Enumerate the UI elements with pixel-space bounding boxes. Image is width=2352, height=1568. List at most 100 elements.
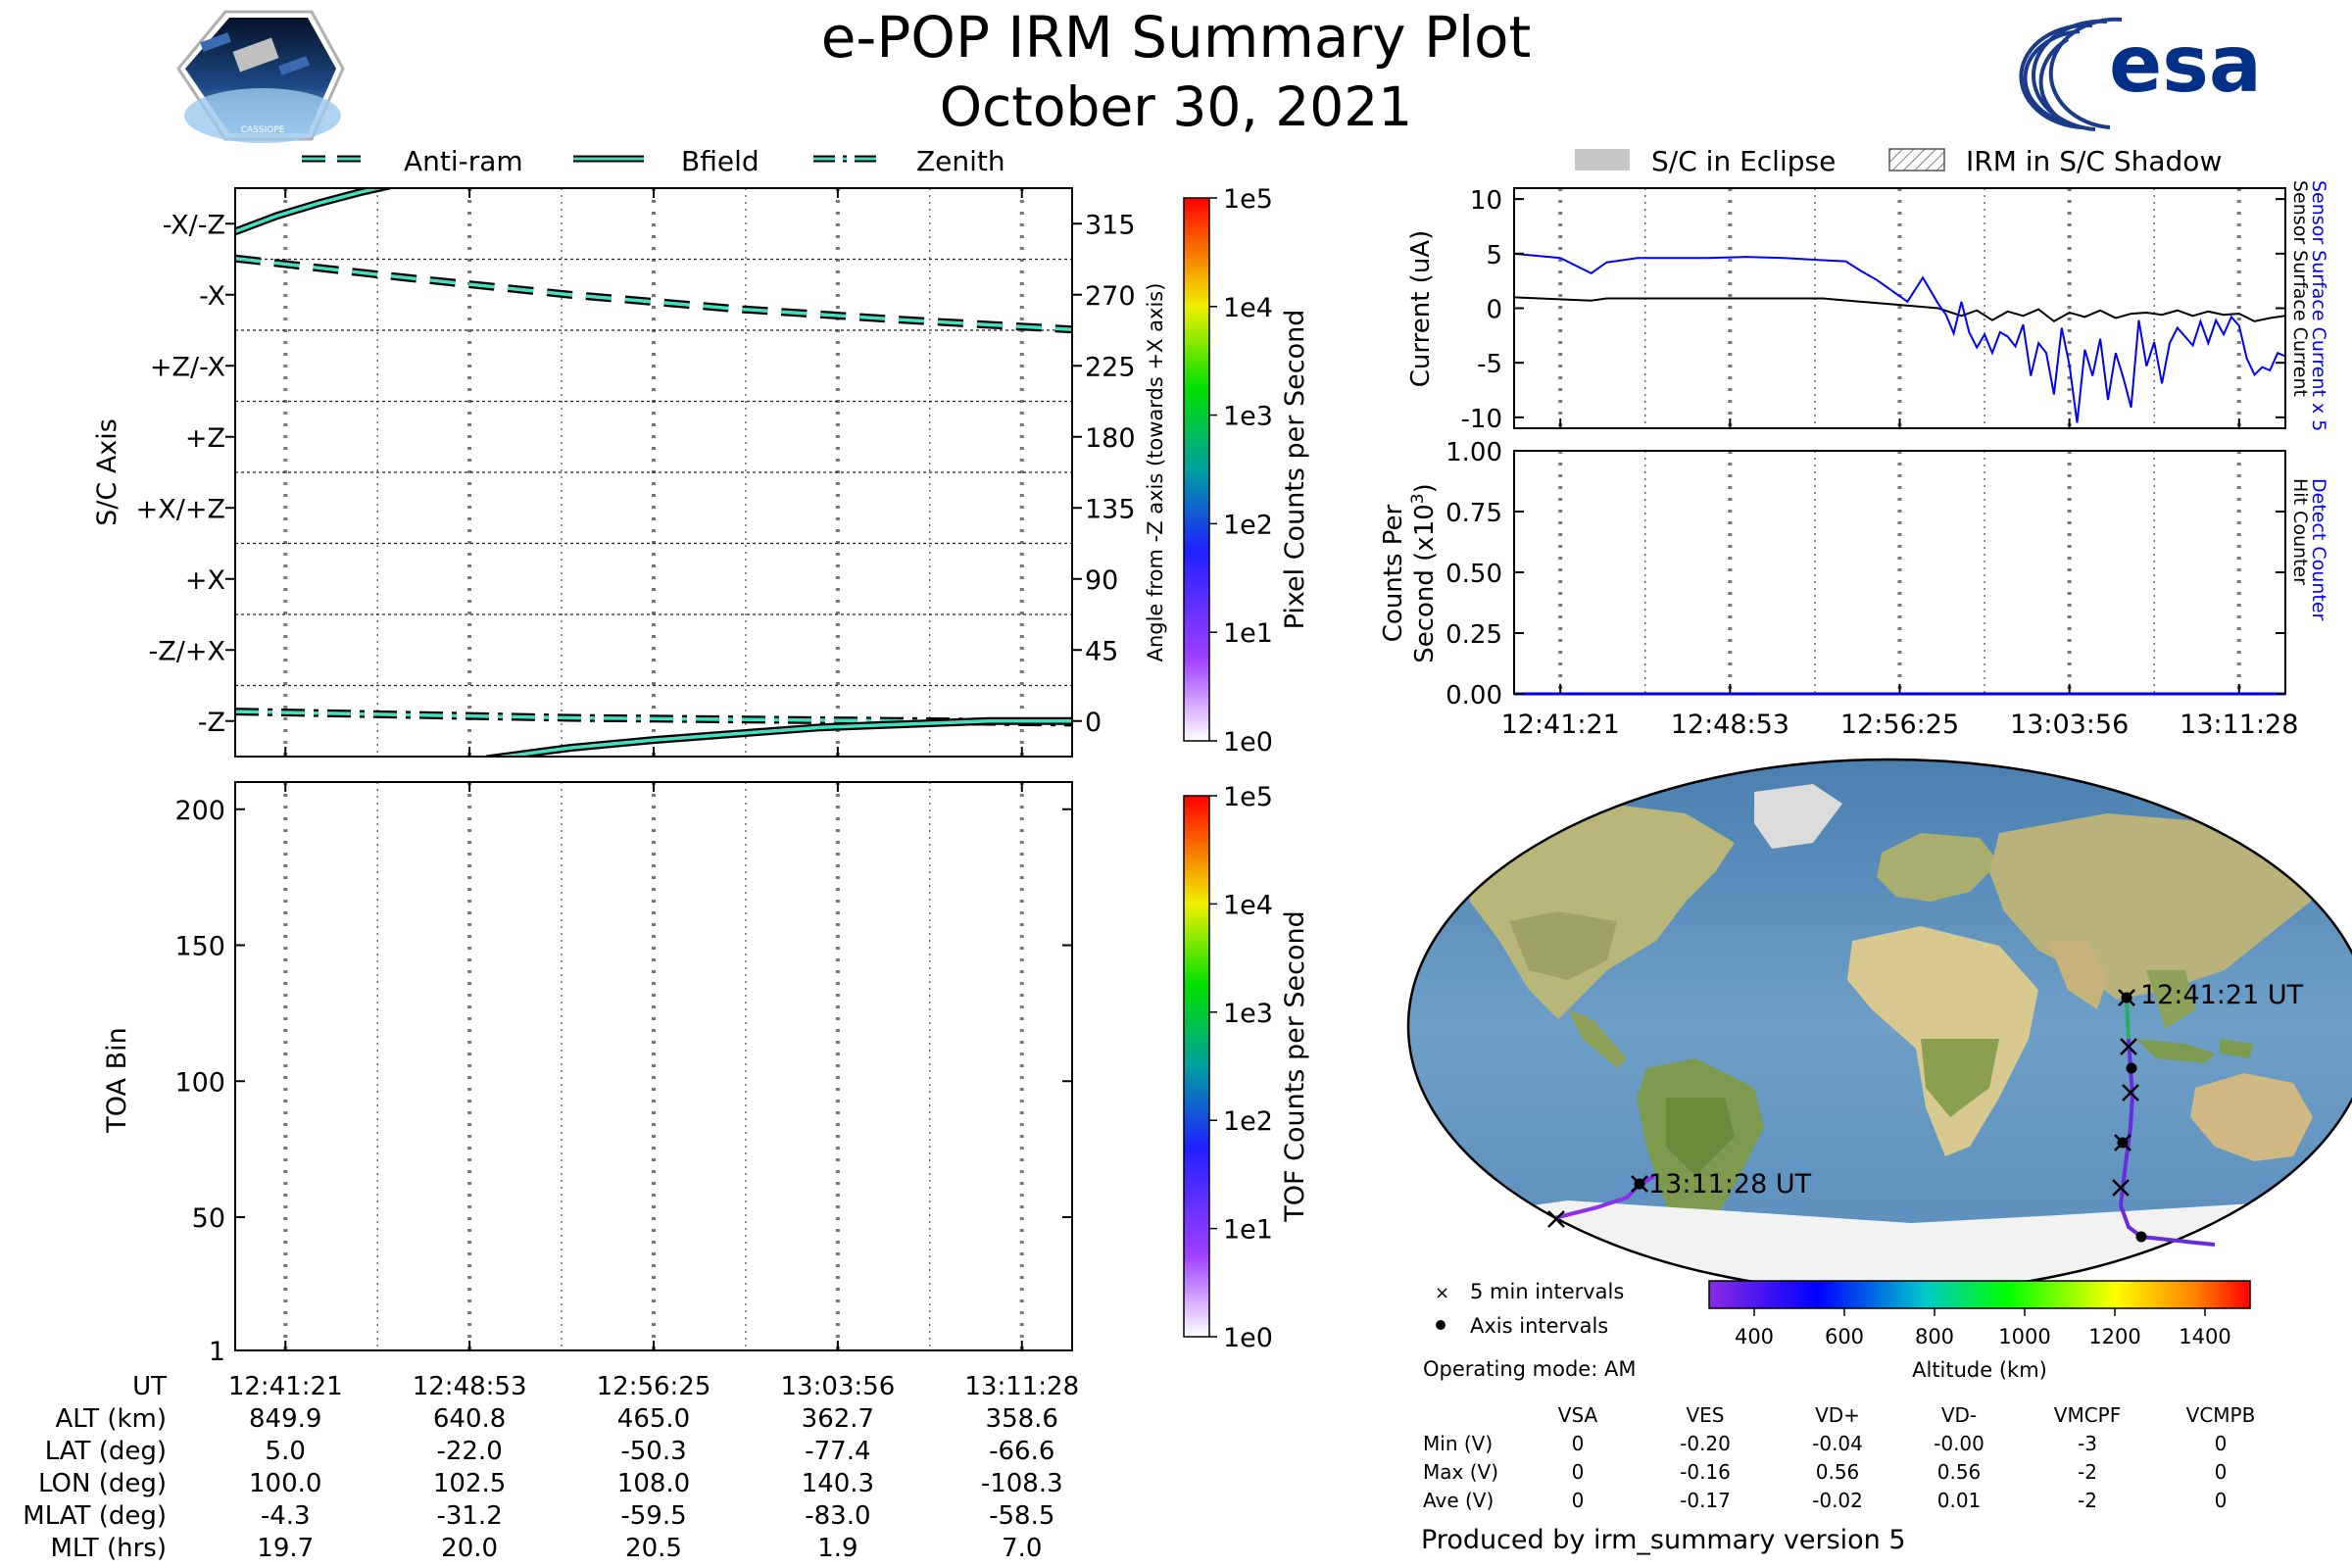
axis-interval-marker xyxy=(1634,1178,1645,1190)
ephem-cell: 640.8 xyxy=(433,1404,506,1434)
time-tick-label: 13:03:56 xyxy=(2010,710,2129,740)
colorbar-tick-label: 1e3 xyxy=(1223,999,1273,1029)
ephem-cell: -4.3 xyxy=(261,1501,311,1531)
ephem-row-label: ALT (km) xyxy=(55,1404,167,1434)
five-min-marker xyxy=(1547,1210,1565,1228)
ephem-cell: 362.7 xyxy=(802,1404,874,1434)
counts-tick-label: 1.00 xyxy=(1446,438,1502,467)
time-tick-label: 13:11:28 xyxy=(2180,710,2298,740)
ephem-cell: 19.7 xyxy=(257,1534,314,1563)
legend-bfield: Bfield xyxy=(681,145,760,177)
ephemeris-table: UT 12:41:21 12:48:53 12:56:25 13:03:56 13:11:… xyxy=(23,1372,1079,1563)
ephem-cell: 5.0 xyxy=(266,1437,306,1466)
altitude-tick-label: 600 xyxy=(1825,1325,1864,1348)
sc-axis-ylabel: S/C Axis xyxy=(92,418,122,526)
pixel-counts-colorbar: 1e5 1e4 1e3 1e2 1e1 1e0 Pixel Counts per Seco… xyxy=(1183,184,1310,758)
five-min-marker xyxy=(2122,1084,2139,1102)
eclipse-legend: S/C in Eclipse IRM in S/C Shadow xyxy=(1575,145,2222,177)
current-ylabel: Current (uA) xyxy=(1406,230,1436,387)
altitude-tick-label: 1200 xyxy=(2088,1325,2140,1348)
sc-axis-tick-label: +X/+Z xyxy=(136,494,225,524)
voltage-cell: -0.02 xyxy=(1812,1489,1863,1512)
orbit-map: 12:41:21 UT 13:11:28 UT xyxy=(1406,758,2352,1295)
sc-axis-tick-label: +Z xyxy=(185,423,225,454)
plot-date: October 30, 2021 xyxy=(940,75,1413,138)
axis-interval-marker xyxy=(2117,1137,2129,1149)
ephem-row-label: LON (deg) xyxy=(38,1469,167,1498)
sc-axis-tick-label: -Z/+X xyxy=(149,636,225,666)
page-title: e-POP IRM Summary Plot xyxy=(821,4,1532,71)
colorbar-tick-label: 1e1 xyxy=(1223,1215,1273,1246)
altitude-label: Altitude (km) xyxy=(1912,1358,2047,1382)
current-tick-label: 5 xyxy=(1486,241,1502,270)
legend-anti-ram: Anti-ram xyxy=(404,145,523,177)
sc-axis-tick-label: +X xyxy=(185,565,225,596)
voltage-cell: -0.04 xyxy=(1812,1432,1863,1455)
ephem-row-label: UT xyxy=(132,1372,167,1401)
ephem-cell: 12:56:25 xyxy=(597,1372,711,1401)
toa-tick-label: 1 xyxy=(209,1337,225,1367)
ephem-cell: -59.5 xyxy=(620,1501,686,1531)
current-tick-label: 0 xyxy=(1486,296,1502,325)
toa-ylabel: TOA Bin xyxy=(102,1027,132,1133)
voltage-cell: -0.17 xyxy=(1680,1489,1731,1512)
altitude-colorbar: 400 600 800 1000 1200 1400 Altitude (km) xyxy=(1708,1280,2251,1382)
voltage-col-header: VD+ xyxy=(1815,1403,1860,1427)
altitude-tick-label: 1400 xyxy=(2179,1325,2230,1348)
voltage-col-header: VMCPF xyxy=(2054,1403,2121,1427)
tof-counts-colorbar: 1e5 1e4 1e3 1e2 1e1 1e0 TOF Counts per Second xyxy=(1183,782,1310,1353)
ephem-cell: -31.2 xyxy=(436,1501,502,1531)
voltage-cell: 0 xyxy=(2215,1460,2228,1484)
ephem-row-label: LAT (deg) xyxy=(45,1437,167,1466)
trace-bfield xyxy=(235,188,386,233)
legend-zenith: Zenith xyxy=(916,145,1005,177)
map-end-label: 13:11:28 UT xyxy=(1648,1169,1812,1200)
ephem-cell: -22.0 xyxy=(436,1437,502,1466)
trace-anti-ram xyxy=(235,256,1072,331)
colorbar-tick-label: 1e0 xyxy=(1223,1323,1273,1353)
ephem-cell: -58.5 xyxy=(989,1501,1054,1531)
trace-legend: Anti-ram Bfield Zenith xyxy=(302,145,1005,177)
voltage-row-label: Max (V) xyxy=(1423,1460,1498,1484)
counts-right-label-blue: Detect Counter xyxy=(2308,478,2329,621)
ephem-cell: 102.5 xyxy=(433,1469,506,1498)
colorbar-tick-label: 1e3 xyxy=(1223,402,1273,432)
ephem-cell: -83.0 xyxy=(805,1501,870,1531)
current-right-label-blue: Sensor Surface Current x 5 xyxy=(2308,180,2329,431)
voltage-cell: -2 xyxy=(2078,1460,2097,1484)
altitude-tick-label: 800 xyxy=(1915,1325,1954,1348)
angle-tick-label: 270 xyxy=(1085,281,1136,312)
svg-text:×: × xyxy=(1435,1283,1449,1303)
sc-axis-panel: -X/-Z 315 -X 270 +Z/-X 225 +Z 180 +X/+Z 135 +X 90 -Z… xyxy=(92,187,1167,758)
axis-interval-marker xyxy=(2121,992,2132,1004)
ephem-cell: -108.3 xyxy=(981,1469,1063,1498)
angle-tick-label: 90 xyxy=(1085,565,1118,596)
operating-mode: Operating mode: AM xyxy=(1423,1357,1636,1381)
ephem-row-label: MLT (hrs) xyxy=(51,1534,168,1563)
voltage-row-label: Min (V) xyxy=(1423,1432,1493,1455)
series-sensor-surface-current xyxy=(1514,296,2285,323)
axis-interval-marker xyxy=(2126,1062,2137,1074)
colorbar-tick-label: 1e2 xyxy=(1223,510,1273,540)
ephem-cell: 20.5 xyxy=(625,1534,682,1563)
current-tick-label: -10 xyxy=(1461,405,1502,434)
sc-axis-tick-label: -X xyxy=(199,281,225,312)
counts-right-label-black: Hit Counter xyxy=(2289,478,2311,585)
svg-text:CASSIOPE: CASSIOPE xyxy=(241,125,285,135)
voltage-cell: -2 xyxy=(2078,1489,2097,1512)
voltage-cell: 0.01 xyxy=(1937,1489,1982,1512)
voltage-col-header: VD- xyxy=(1941,1403,1977,1427)
trace-outline-bfield xyxy=(485,716,1072,757)
voltage-col-header: VCMPB xyxy=(2186,1403,2256,1427)
ephem-cell: 12:41:21 xyxy=(228,1372,343,1401)
trace-bfield xyxy=(491,719,1072,757)
sc-axis-tick-label: -Z xyxy=(198,708,225,738)
altitude-tick-label: 1000 xyxy=(1998,1325,2050,1348)
ephem-cell: 100.0 xyxy=(249,1469,321,1498)
voltage-table: VSA VES VD+ VD- VMCPF VCMPB Min (V) 0 -0.20 -0.04… xyxy=(1423,1403,2255,1512)
ephem-cell: 13:11:28 xyxy=(964,1372,1079,1401)
altitude-tick-label: 400 xyxy=(1735,1325,1774,1348)
